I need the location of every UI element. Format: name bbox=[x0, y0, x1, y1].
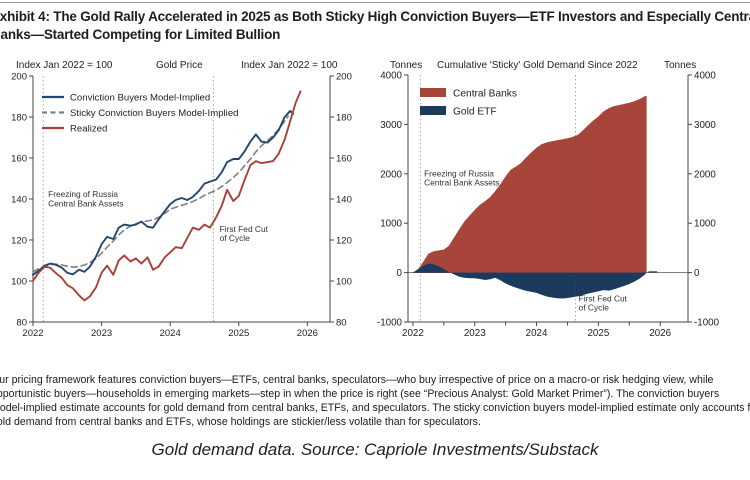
annotation-freezing-of-russia: Freezing of Russia Central Bank Assets bbox=[48, 189, 123, 208]
svg-text:180: 180 bbox=[11, 113, 27, 124]
svg-text:2022: 2022 bbox=[402, 328, 424, 339]
svg-text:2025: 2025 bbox=[587, 328, 609, 339]
event-lines bbox=[42, 76, 214, 322]
gold-etf-legend-swatch bbox=[420, 106, 446, 115]
sticky-conviction-buyers-model-implied-legend-label: Sticky Conviction Buyers Model-Implied bbox=[70, 108, 239, 119]
svg-text:2026: 2026 bbox=[297, 328, 318, 339]
svg-text:120: 120 bbox=[336, 236, 352, 247]
central-banks-legend-label: Central Banks bbox=[453, 89, 517, 100]
annotation-first-fed-cut: First Fed Cut of Cycle bbox=[579, 293, 628, 312]
svg-text:2000: 2000 bbox=[380, 169, 402, 180]
svg-text:3000: 3000 bbox=[694, 120, 716, 131]
svg-text:160: 160 bbox=[11, 154, 27, 165]
svg-text:3000: 3000 bbox=[380, 120, 402, 131]
svg-text:160: 160 bbox=[336, 154, 352, 165]
svg-text:0: 0 bbox=[694, 268, 700, 279]
legend: Central Banks Gold ETF bbox=[420, 88, 517, 118]
exhibit-title: Exhibit 4: The Gold Rally Accelerated in… bbox=[0, 8, 750, 44]
right-chart-yaxis-left-label: Tonnes bbox=[390, 60, 423, 71]
svg-text:100: 100 bbox=[336, 277, 352, 288]
realized-legend-label: Realized bbox=[70, 124, 107, 135]
svg-text:2023: 2023 bbox=[464, 328, 486, 339]
gold-etf-legend-label: Gold ETF bbox=[453, 107, 497, 118]
svg-text:200: 200 bbox=[336, 72, 352, 83]
exhibit-title-line-2: Banks—Started Competing for Limited Bull… bbox=[0, 27, 281, 42]
svg-text:2000: 2000 bbox=[694, 169, 716, 180]
tick-labels: -1000 -1000 0 0 1000 1000 2000 2000 3000 3000 4000… bbox=[377, 71, 720, 340]
axes bbox=[404, 74, 692, 326]
right-chart-yaxis-right-label: Tonnes bbox=[664, 60, 697, 71]
realized-line bbox=[32, 90, 302, 302]
svg-text:180: 180 bbox=[336, 113, 352, 124]
svg-text:4000: 4000 bbox=[694, 71, 716, 82]
left-chart-yaxis-left-label: Index Jan 2022 = 100 bbox=[16, 60, 113, 71]
svg-text:2025: 2025 bbox=[228, 328, 249, 339]
svg-text:4000: 4000 bbox=[380, 71, 402, 82]
tick-labels: 80 80 100 100 120 120 140 140 160 160 180 180 200 200… bbox=[11, 72, 352, 340]
central-banks-area bbox=[412, 95, 647, 273]
right-chart-title: Cumulative 'Sticky' Gold Demand Since 20… bbox=[437, 60, 638, 71]
footnote-line-2: opportunistic buyers—households in emerg… bbox=[0, 388, 720, 400]
top-border-line bbox=[0, 2, 750, 3]
left-chart-yaxis-right-label: Index Jan 2022 = 100 bbox=[241, 60, 338, 71]
exhibit-title-line-1: Exhibit 4: The Gold Rally Accelerated in… bbox=[0, 9, 750, 24]
gold-price-line-chart: 80 80 100 100 120 120 140 140 160 160 180 180 200 200… bbox=[11, 72, 352, 340]
annotation-freezing-of-russia: Freezing of Russia Central Bank Assets bbox=[424, 168, 499, 187]
svg-text:80: 80 bbox=[336, 318, 347, 329]
legend: Conviction Buyers Model-Implied Sticky Co… bbox=[42, 93, 239, 135]
annotation-first-fed-cut: First Fed Cut of Cycle bbox=[220, 224, 269, 243]
svg-text:1000: 1000 bbox=[380, 219, 402, 230]
left-chart-title: Gold Price bbox=[156, 60, 203, 71]
svg-text:2023: 2023 bbox=[91, 328, 112, 339]
footnote-line-3: model-implied estimate accounts for gold… bbox=[0, 402, 750, 414]
svg-text:140: 140 bbox=[11, 195, 27, 206]
svg-text:-1000: -1000 bbox=[694, 318, 720, 329]
svg-text:2024: 2024 bbox=[160, 328, 181, 339]
svg-text:100: 100 bbox=[11, 277, 27, 288]
source-caption: Gold demand data. Source: Capriole Inves… bbox=[151, 440, 599, 459]
svg-text:80: 80 bbox=[16, 318, 27, 329]
svg-text:2022: 2022 bbox=[22, 328, 43, 339]
event-lines bbox=[419, 75, 576, 322]
svg-text:2026: 2026 bbox=[649, 328, 671, 339]
svg-text:2024: 2024 bbox=[526, 328, 548, 339]
svg-text:1000: 1000 bbox=[694, 219, 716, 230]
svg-text:-1000: -1000 bbox=[377, 318, 403, 329]
footnote-line-4: gold demand from central banks and ETFs,… bbox=[0, 416, 481, 428]
svg-text:140: 140 bbox=[336, 195, 352, 206]
axes bbox=[29, 75, 334, 326]
svg-text:0: 0 bbox=[397, 268, 403, 279]
footnote: Our pricing framework features convictio… bbox=[0, 373, 750, 429]
gold-demand-area-chart: -1000 -1000 0 0 1000 1000 2000 2000 3000 3000 4000… bbox=[377, 71, 720, 340]
central-banks-legend-swatch bbox=[420, 88, 446, 97]
conviction-buyers-model-implied-legend-label: Conviction Buyers Model-Implied bbox=[70, 93, 210, 104]
gold-etf-area bbox=[412, 263, 647, 299]
conviction-buyers-model-implied-line bbox=[32, 109, 294, 276]
svg-text:120: 120 bbox=[11, 236, 27, 247]
footnote-line-1: Our pricing framework features convictio… bbox=[0, 374, 714, 386]
sticky-conviction-buyers-model-implied-line bbox=[32, 115, 290, 273]
svg-text:200: 200 bbox=[11, 72, 27, 83]
